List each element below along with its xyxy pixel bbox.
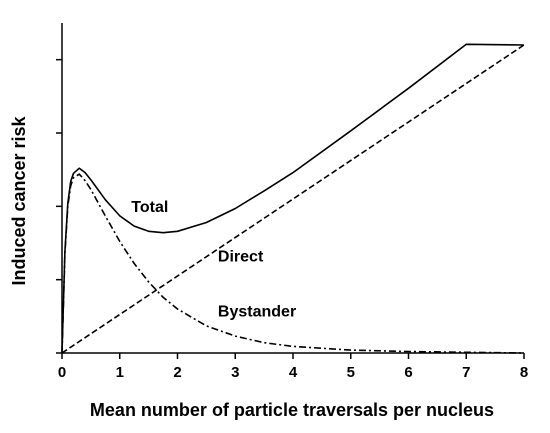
x-tick-label: 0 [58,364,66,381]
x-tick-label: 1 [116,364,124,381]
x-axis-ticks: 0 1 2 3 4 5 6 7 8 [58,353,528,381]
x-tick-label: 7 [462,364,470,381]
x-tick-label: 5 [347,364,355,381]
x-tick-label: 3 [231,364,239,381]
y-axis-title: Induced cancer risk [9,115,29,285]
series-line-bystander [61,173,525,354]
series-label-bystander: Bystander [218,303,296,320]
annotation-layer: Total Direct Bystander [131,199,296,320]
series-label-direct: Direct [218,248,264,265]
y-axis-ticks [56,58,62,354]
x-tick-label: 6 [404,364,412,381]
x-tick-label: 2 [173,364,181,381]
series-line-direct [61,44,525,354]
x-tick-label: 8 [520,364,528,381]
series-label-total: Total [131,199,168,216]
series-line-total [61,43,525,354]
series-layer [61,43,525,354]
x-axis-title: Mean number of particle traversals per n… [90,400,494,420]
x-tick-label: 4 [289,364,298,381]
